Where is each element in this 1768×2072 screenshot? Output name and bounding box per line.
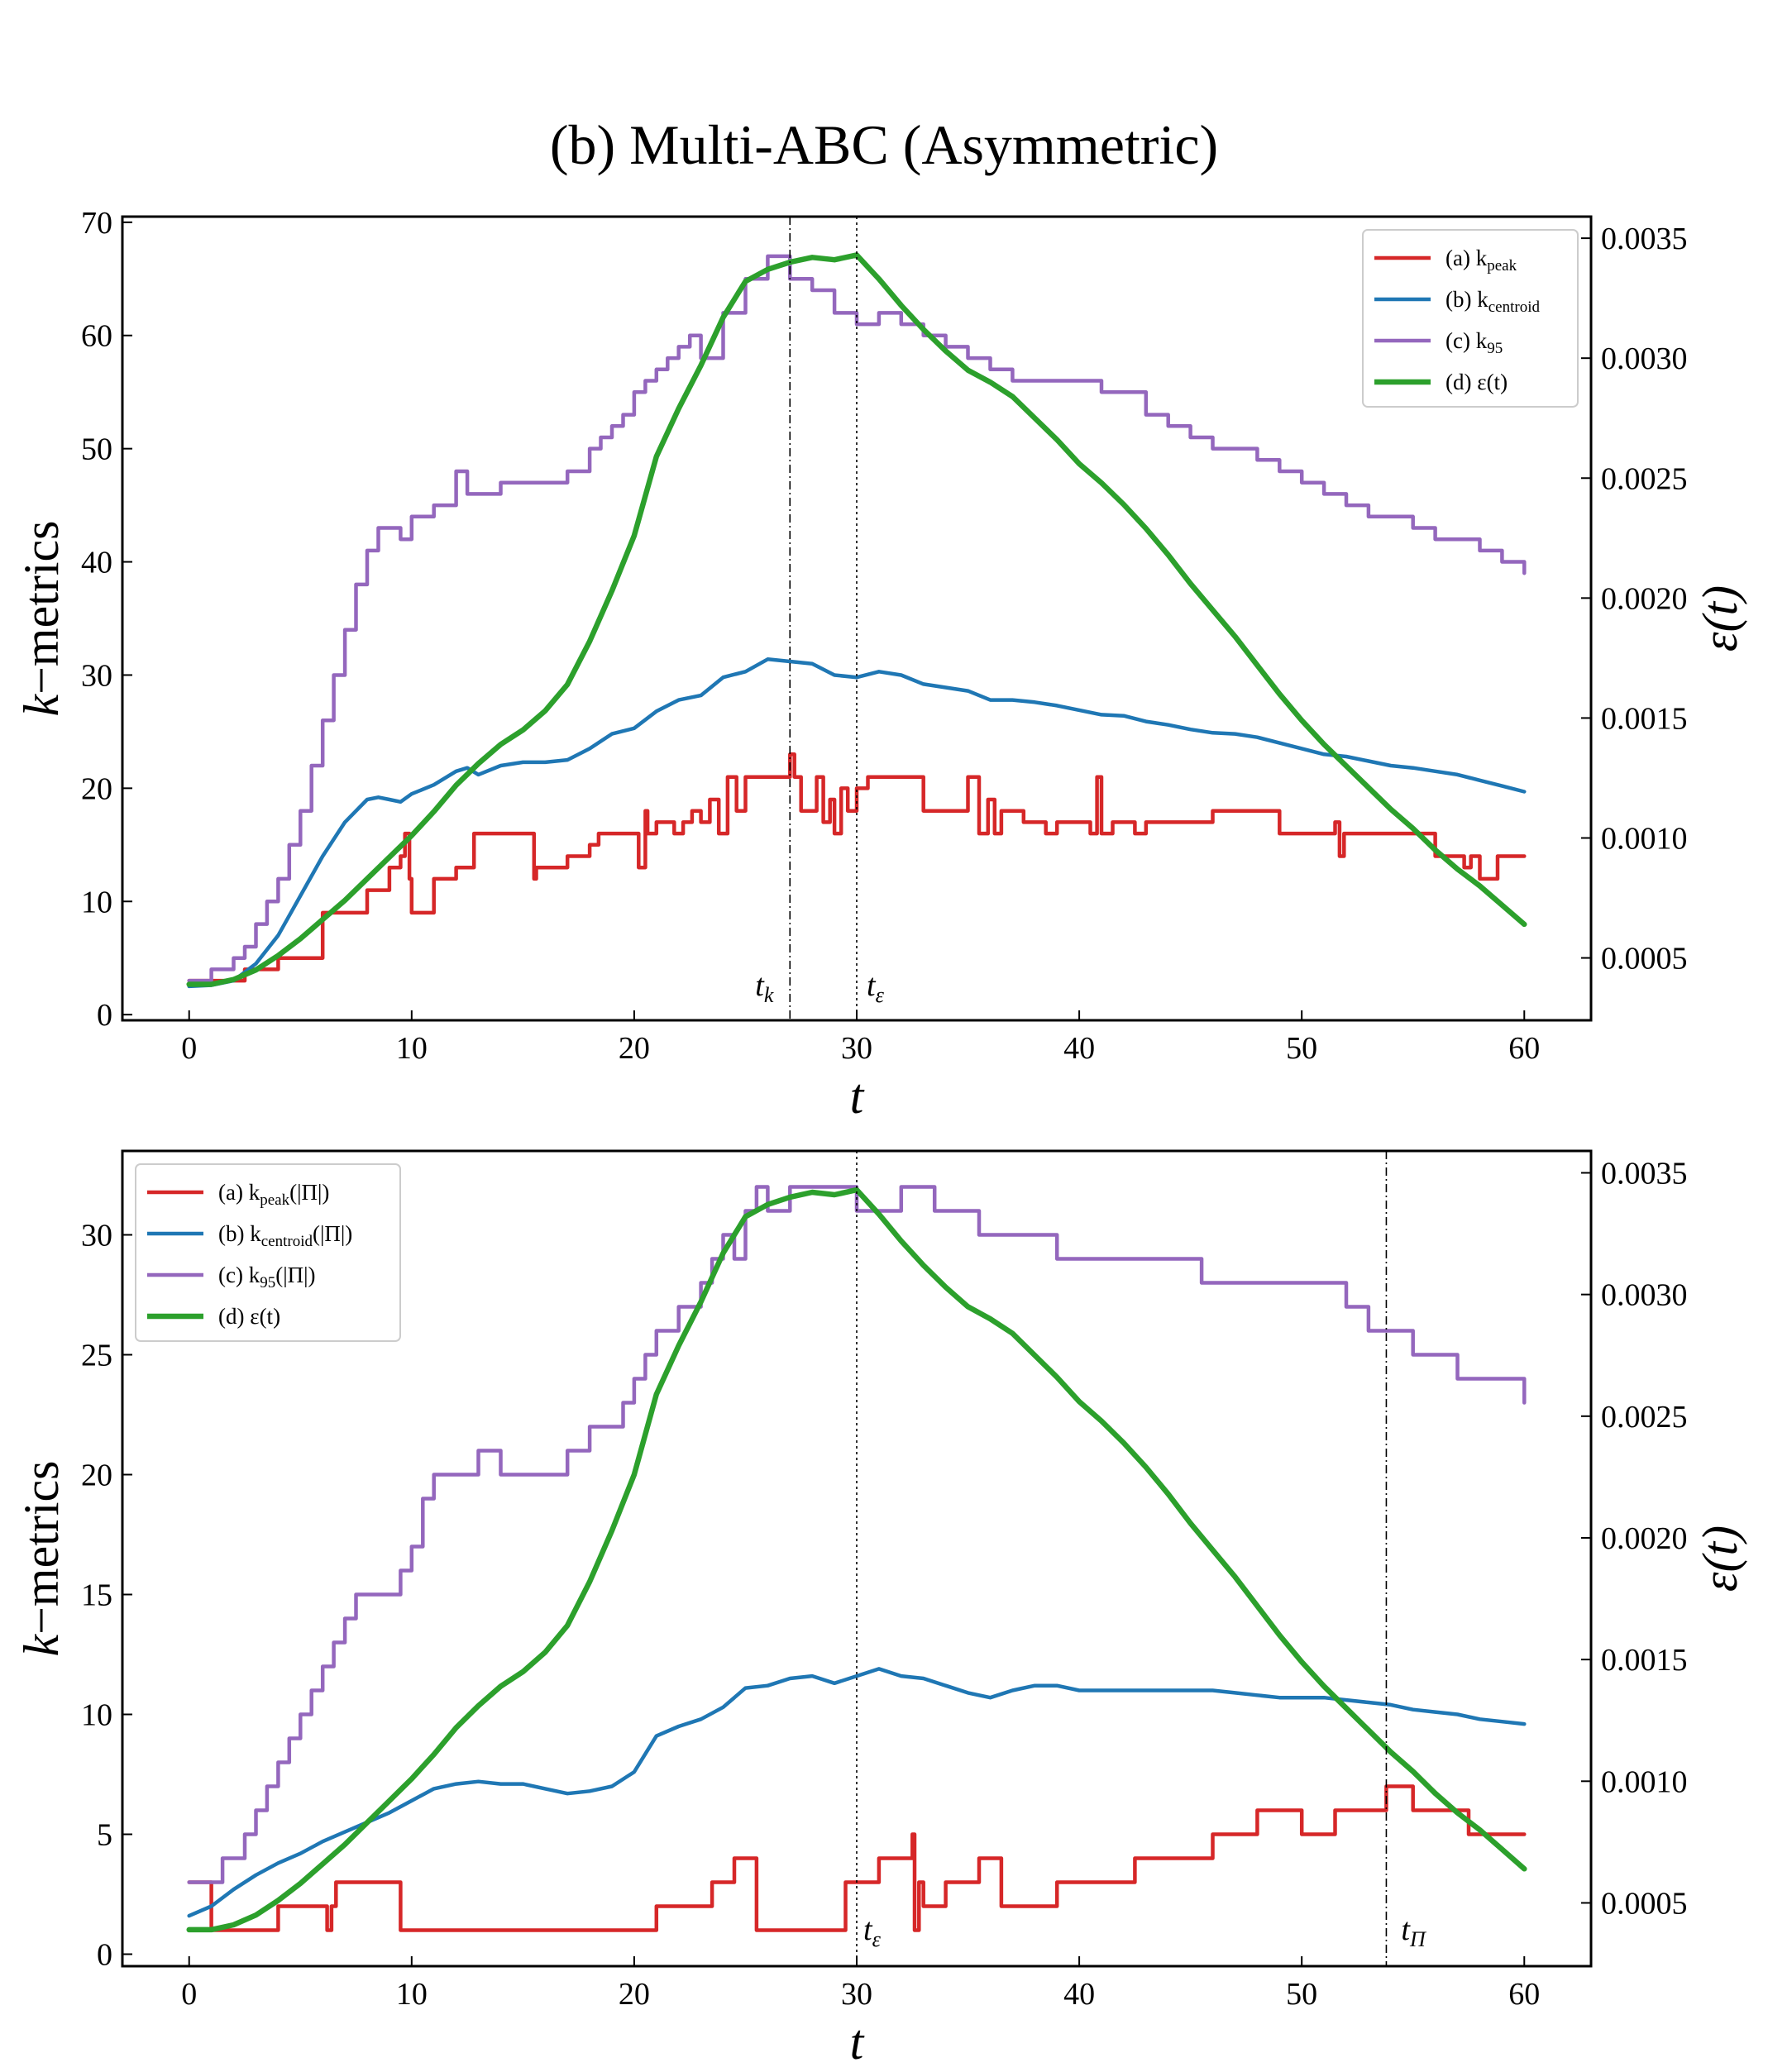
series-line-3 — [186, 1186, 1527, 1933]
x-tick-label: 50 — [1286, 1977, 1317, 2012]
x-tick-label: 50 — [1286, 1031, 1317, 1066]
top-panel: tk tε 0 10 20 30 40 50 60 0 10 20 30 40 50 60 70 0.0005 0.… — [14, 206, 1747, 1124]
x-tick-label: 0 — [181, 1031, 197, 1066]
y2-tick-label: 0.0035 — [1601, 1156, 1688, 1191]
y2-tick-label: 0.0015 — [1601, 1643, 1688, 1678]
x-tick-label: 10 — [396, 1977, 428, 2012]
legend — [135, 1163, 401, 1342]
y2-tick-label: 0.0035 — [1601, 222, 1688, 256]
y-tick-label: 10 — [81, 885, 112, 919]
legend-label: (b) kcentroid — [1445, 287, 1540, 316]
figure-title: (b) Multi-ABC (Asymmetric) — [550, 113, 1218, 176]
x-tick-label: 0 — [181, 1977, 197, 2012]
y-tick-label: 15 — [81, 1578, 112, 1613]
y-tick-label: 20 — [81, 771, 112, 806]
legend — [1362, 229, 1579, 408]
vline-label-1: tΠ — [1401, 1912, 1427, 1951]
y-tick-label: 25 — [81, 1339, 112, 1373]
bottom-panel: tε tΠ 0 10 20 30 40 50 60 0 5 10 15 20 25 30 0.0005 0.001… — [14, 1149, 1747, 2070]
y2-axis-label: ε(t) — [1693, 1525, 1747, 1592]
legend-label: (a) kpeak — [1445, 246, 1517, 275]
legend-label: (c) k95 — [1445, 328, 1503, 357]
x-tick-label: 30 — [841, 1977, 872, 2012]
y2-tick-label: 0.0005 — [1601, 1886, 1688, 1921]
vline-label-0: tk — [755, 968, 774, 1007]
series-line-0 — [187, 752, 1527, 983]
x-tick-label: 60 — [1508, 1977, 1540, 2012]
vline-label-0: tε — [863, 1912, 882, 1951]
y2-tick-label: 0.0015 — [1601, 701, 1688, 736]
y-axis-label: k−metrics — [14, 520, 69, 716]
y2-tick-label: 0.0010 — [1601, 1764, 1688, 1799]
y-tick-label: 60 — [81, 319, 112, 354]
series-line-2 — [187, 1185, 1527, 1884]
y2-tick-label: 0.0030 — [1601, 1278, 1688, 1313]
legend-label: (d) ε(t) — [1445, 370, 1508, 394]
legend-label: (d) ε(t) — [218, 1304, 280, 1329]
vline-label-1: tε — [867, 968, 885, 1007]
y2-tick-label: 0.0005 — [1601, 942, 1688, 976]
x-axis-label: t — [850, 2015, 865, 2070]
y-tick-label: 50 — [81, 432, 112, 467]
x-tick-label: 40 — [1063, 1977, 1095, 2012]
legend-label: (c) k95(|Π|) — [218, 1263, 316, 1291]
series-line-1 — [187, 1667, 1527, 1918]
series-line-2 — [187, 254, 1527, 983]
x-tick-label: 60 — [1508, 1031, 1540, 1066]
x-tick-label: 20 — [619, 1031, 650, 1066]
series-line-0 — [187, 1784, 1527, 1932]
y-tick-label: 5 — [97, 1818, 112, 1853]
y-tick-label: 0 — [97, 998, 112, 1033]
x-tick-label: 30 — [841, 1031, 872, 1066]
legend-label: (a) kpeak(|Π|) — [218, 1180, 329, 1209]
x-tick-label: 10 — [396, 1031, 428, 1066]
y-tick-label: 20 — [81, 1459, 112, 1493]
y2-tick-label: 0.0010 — [1601, 821, 1688, 856]
y-tick-label: 10 — [81, 1698, 112, 1733]
x-tick-label: 20 — [619, 1977, 650, 2012]
y2-tick-label: 0.0025 — [1601, 461, 1688, 496]
y-tick-label: 40 — [81, 546, 112, 580]
y-tick-label: 30 — [81, 1219, 112, 1253]
y2-tick-label: 0.0020 — [1601, 1521, 1688, 1556]
y-tick-label: 0 — [97, 1938, 112, 1973]
y-tick-label: 70 — [81, 206, 112, 241]
x-tick-label: 40 — [1063, 1031, 1095, 1066]
y2-tick-label: 0.0030 — [1601, 341, 1688, 376]
y2-tick-label: 0.0020 — [1601, 581, 1688, 616]
y-tick-label: 30 — [81, 658, 112, 693]
y2-tick-label: 0.0025 — [1601, 1400, 1688, 1435]
series-line-1 — [187, 657, 1527, 989]
x-axis-label: t — [850, 1069, 865, 1124]
legend-label: (b) kcentroid(|Π|) — [218, 1221, 352, 1250]
y-axis-label: k−metrics — [14, 1460, 69, 1656]
series-line-3 — [186, 252, 1527, 987]
y2-axis-label: ε(t) — [1693, 585, 1747, 652]
